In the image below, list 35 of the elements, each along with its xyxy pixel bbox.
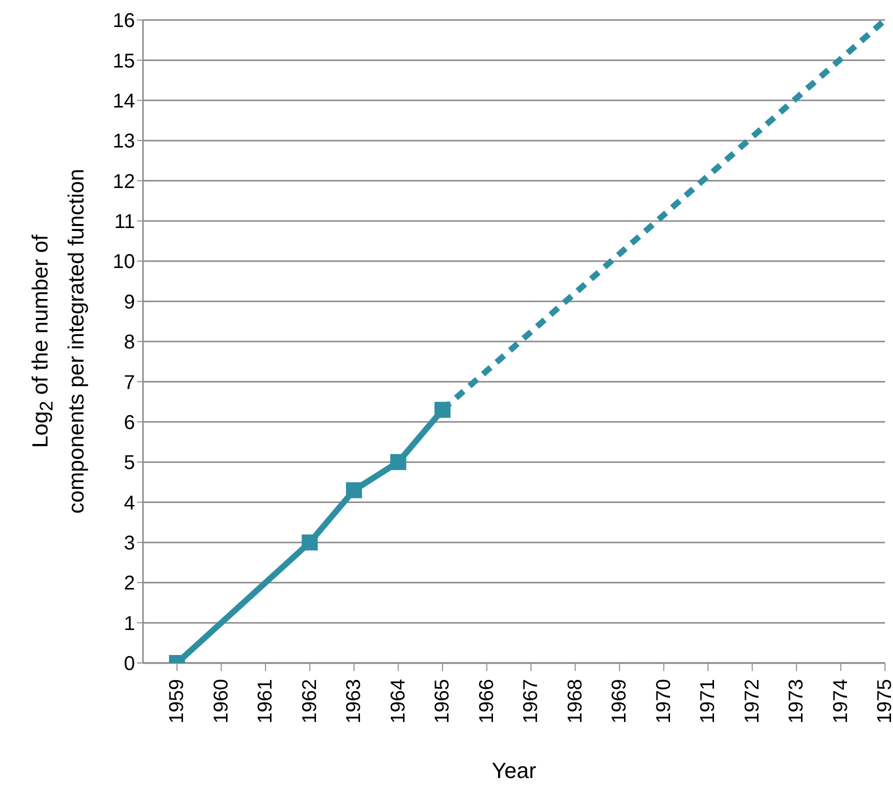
y-tick-label: 12 [112,170,135,193]
x-tick-label: 1959 [166,679,188,724]
y-tick-label: 6 [124,412,135,434]
y-tick-label: 7 [124,372,135,394]
y-tick-label: 10 [112,251,135,274]
x-tick-label: 1969 [608,679,630,724]
y-tick-label: 9 [124,291,135,314]
x-tick-label: 1967 [520,679,542,724]
x-tick-label: 1974 [830,679,852,724]
x-axis-title: Year [492,758,536,783]
y-tick-label: 8 [124,332,135,354]
y-tick-label: 5 [124,452,135,474]
x-tick-label: 1973 [786,679,808,724]
y-tick-label: 14 [112,90,135,112]
y-tick-label: 13 [112,130,135,153]
x-tick-label: 1961 [254,679,276,724]
x-tick-label: 1965 [432,679,454,724]
x-tick-label: 1972 [741,679,764,724]
x-tick-label: 1968 [564,679,586,724]
y-tick-label: 0 [124,653,135,676]
x-tick-label: 1971 [697,679,719,724]
x-tick-label: 1964 [387,679,410,724]
x-tick-label: 1963 [343,679,365,724]
y-tick-label: 11 [114,211,135,234]
y-tick-label: 2 [124,572,135,595]
x-tick-label: 1966 [476,679,498,724]
y-tick-label: 1 [124,612,135,635]
x-tick-label: 1960 [210,679,232,724]
x-tick-label: 1970 [652,679,675,724]
x-tick-label: 1962 [298,679,321,724]
y-tick-label: 16 [112,10,135,32]
x-tick-label: 1975 [874,679,893,724]
y-tick-label: 3 [124,532,135,555]
y-tick-label: 4 [124,492,135,514]
y-tick-label: 15 [112,50,135,72]
